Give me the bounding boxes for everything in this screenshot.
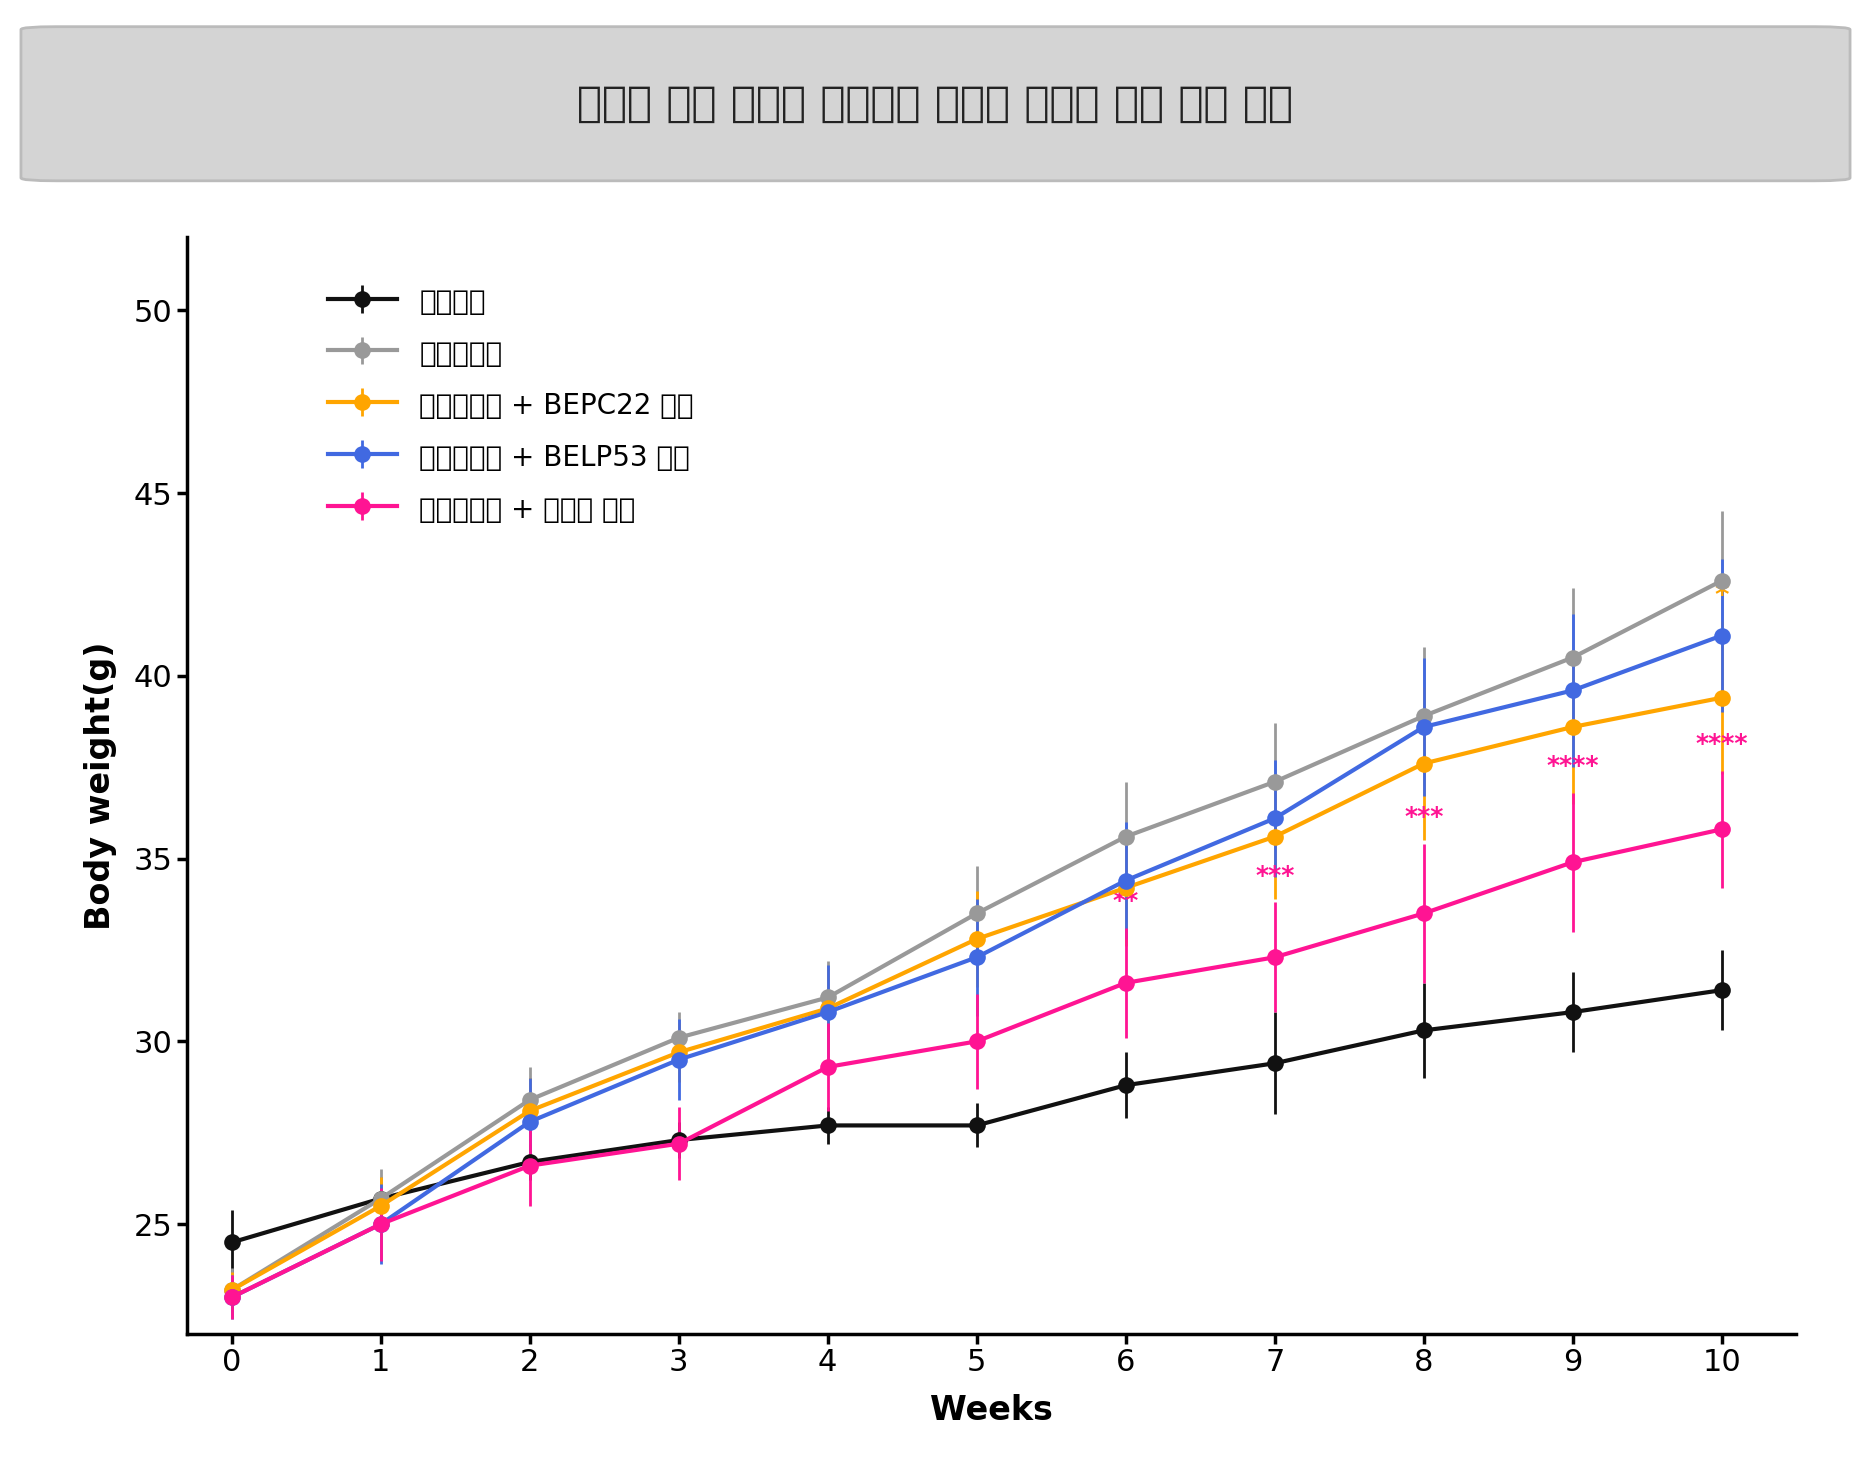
- Y-axis label: Body weight(g): Body weight(g): [84, 642, 118, 929]
- Text: **: **: [1113, 889, 1139, 913]
- Text: ***: ***: [1255, 864, 1295, 888]
- Text: ****: ****: [1547, 754, 1600, 778]
- Text: ***: ***: [1403, 805, 1443, 830]
- FancyBboxPatch shape: [21, 27, 1850, 181]
- Text: 체지방 감소 유산균 포뮬러를 투여한 실험용 쥐의 체중 변화: 체지방 감소 유산균 포뮬러를 투여한 실험용 쥐의 체중 변화: [578, 83, 1293, 124]
- Text: ****: ****: [1695, 732, 1748, 756]
- X-axis label: Weeks: Weeks: [930, 1395, 1053, 1427]
- Legend: 일반식이, 고지방식이, 고지방식이 + BEPC22 투여, 고지방식이 + BELP53 투여, 고지방식이 + 포뮬러 투여: 일반식이, 고지방식이, 고지방식이 + BEPC22 투여, 고지방식이 + …: [314, 273, 707, 538]
- Text: *: *: [1714, 582, 1729, 611]
